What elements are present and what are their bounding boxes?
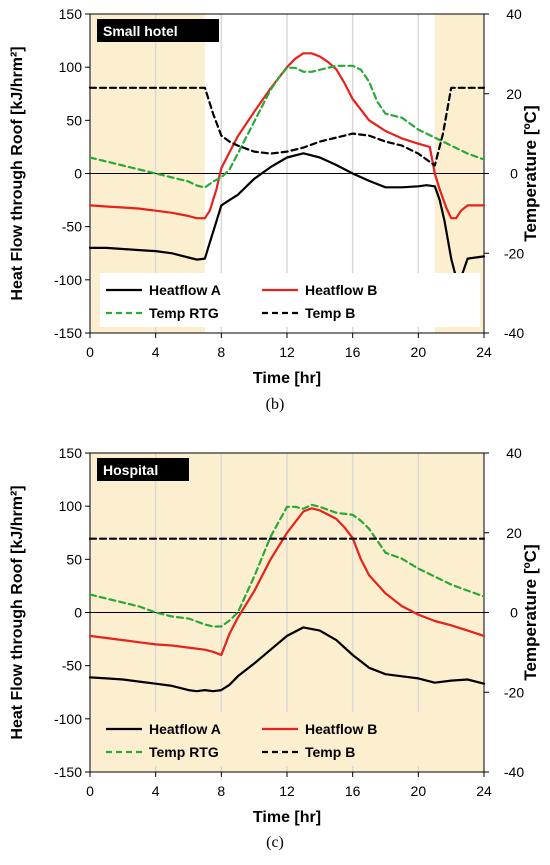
y-right-tick-label: 20 <box>506 525 522 541</box>
panel-label: (c) <box>266 834 284 851</box>
x-tick-label: 0 <box>86 344 94 360</box>
series-line-temp-rtg <box>88 503 486 628</box>
legend-label: Temp B <box>305 305 355 321</box>
y-right-tick-label: -20 <box>504 684 524 700</box>
legend-box <box>100 712 480 766</box>
y-left-tick-label: -150 <box>54 764 82 780</box>
series-line-temp-rtg <box>88 64 486 189</box>
y-left-axis-title: Heat Flow through Roof [kJ/hrm²] <box>9 46 26 300</box>
x-tick-label: 4 <box>152 344 160 360</box>
y-right-tick-label: 0 <box>510 605 518 621</box>
y-right-axis-title: Temperature [ºC] <box>521 105 540 241</box>
x-tick-label: 8 <box>217 344 225 360</box>
chart-title: Hospital <box>103 462 158 478</box>
chart-panel-1: -150 -100 -50 0 50 100 150 -40 -20 0 20 40 0 4 8 12 16 20… <box>9 445 540 851</box>
x-tick-label: 24 <box>476 783 492 799</box>
series-line-heatflow-b <box>88 507 486 657</box>
legend-label: Temp RTG <box>149 744 219 760</box>
y-left-tick-label: -50 <box>62 658 82 674</box>
chart-title: Small hotel <box>103 23 178 39</box>
x-tick-label: 24 <box>476 344 492 360</box>
x-tick-label: 20 <box>411 344 427 360</box>
series-line-temp-b <box>88 86 486 167</box>
x-tick-label: 20 <box>411 783 427 799</box>
legend-label: Heatflow B <box>305 282 377 298</box>
y-left-tick-label: -50 <box>62 219 82 235</box>
x-axis-title: Time [hr] <box>253 370 321 387</box>
series-line-heatflow-a <box>88 626 486 693</box>
chart-panel-0: -150 -100 -50 0 50 100 150 -40 -20 0 20 40 0 4 8 12 16 20… <box>9 6 540 413</box>
series-line-heatflow-a <box>88 152 486 279</box>
y-left-tick-label: 150 <box>59 445 83 461</box>
y-left-tick-label: 100 <box>59 498 83 514</box>
y-right-tick-label: -40 <box>504 325 524 341</box>
y-right-tick-label: 40 <box>506 6 522 22</box>
y-right-tick-label: 0 <box>510 166 518 182</box>
x-tick-label: 8 <box>217 783 225 799</box>
y-right-tick-label: -40 <box>504 764 524 780</box>
legend-label: Heatflow A <box>149 721 221 737</box>
y-right-tick-label: 40 <box>506 445 522 461</box>
y-left-tick-label: 150 <box>59 6 83 22</box>
y-left-tick-label: 0 <box>74 166 82 182</box>
y-left-tick-label: -150 <box>54 325 82 341</box>
y-left-tick-label: 0 <box>74 605 82 621</box>
y-left-axis-title: Heat Flow through Roof [kJ/hrm²] <box>9 485 26 739</box>
x-tick-label: 16 <box>345 783 361 799</box>
y-left-tick-label: 50 <box>66 112 82 128</box>
legend-label: Temp B <box>305 744 355 760</box>
panel-label: (b) <box>266 396 285 413</box>
x-tick-label: 16 <box>345 344 361 360</box>
y-left-tick-label: 50 <box>66 551 82 567</box>
x-tick-label: 0 <box>86 783 94 799</box>
x-tick-label: 4 <box>152 783 160 799</box>
legend-box <box>100 273 480 327</box>
chart-title-box <box>97 458 189 481</box>
legend-label: Heatflow B <box>305 721 377 737</box>
y-left-tick-label: -100 <box>54 272 82 288</box>
y-left-tick-label: -100 <box>54 711 82 727</box>
y-right-axis-title: Temperature [ºC] <box>521 544 540 680</box>
x-tick-label: 12 <box>279 344 295 360</box>
series-line-heatflow-b <box>88 52 486 220</box>
x-axis-title: Time [hr] <box>253 809 321 826</box>
y-right-tick-label: 20 <box>506 86 522 102</box>
legend-label: Heatflow A <box>149 282 221 298</box>
legend-label: Temp RTG <box>149 305 219 321</box>
x-tick-label: 12 <box>279 783 295 799</box>
y-left-tick-label: 100 <box>59 59 83 75</box>
chart-title-box <box>97 19 219 42</box>
y-right-tick-label: -20 <box>504 245 524 261</box>
